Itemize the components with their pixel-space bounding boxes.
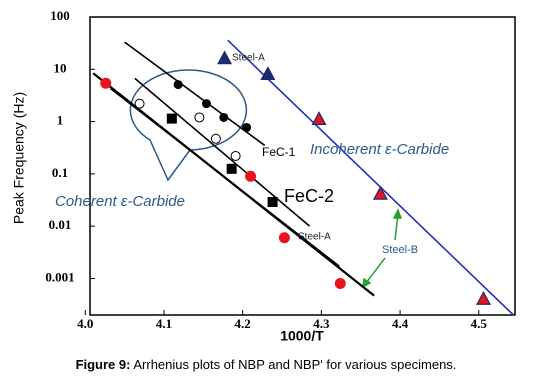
annotation: Steel-A: [298, 232, 331, 243]
y-tick-label: 1: [57, 113, 64, 128]
point: [194, 112, 205, 123]
fit-line: [227, 39, 514, 316]
point: [334, 278, 346, 290]
y-tick-label: 0.1: [52, 165, 68, 180]
bubble: [129, 69, 248, 182]
point: [476, 290, 492, 305]
point: [372, 185, 388, 200]
y-axis-label: Peak Frequency (Hz): [11, 92, 27, 224]
x-tick-label: 4.1: [156, 316, 172, 331]
point: [260, 66, 276, 80]
fit-line: [109, 87, 340, 268]
annotation: FeC-1: [262, 145, 296, 159]
arrows: [362, 208, 403, 289]
point: [311, 111, 327, 126]
x-tick-label: 4.2: [235, 316, 251, 331]
x-tick-label: 4.3: [313, 316, 330, 331]
point: [100, 77, 112, 89]
point: [201, 99, 211, 109]
x-axis-label: 1000/T: [280, 328, 324, 344]
annotation: Steel-A: [232, 53, 265, 64]
annotation: Incoherent ε-Carbide: [310, 141, 449, 158]
annotation: Steel-B: [382, 244, 418, 256]
point: [219, 112, 229, 122]
annotation: FeC-2: [284, 186, 334, 206]
y-tick-label: 100: [50, 8, 70, 23]
point: [267, 196, 278, 207]
plot-frame: [89, 16, 516, 316]
fit-line: [134, 77, 311, 227]
point: [278, 232, 290, 244]
point: [242, 123, 252, 133]
point: [173, 80, 183, 90]
annotation: Coherent ε-Carbide: [55, 193, 185, 210]
point: [134, 98, 145, 109]
x-tick-label: 4.0: [77, 316, 93, 331]
caption-text: Arrhenius plots of NBP and NBP' for vari…: [130, 357, 456, 372]
point: [210, 133, 221, 144]
point: [226, 163, 237, 174]
point: [245, 170, 257, 182]
caption-label: Figure 9:: [76, 357, 131, 372]
caption: Figure 9: Arrhenius plots of NBP and NBP…: [76, 357, 457, 372]
point: [217, 50, 233, 65]
point: [230, 150, 241, 161]
y-tick-label: 0.01: [49, 217, 72, 232]
y-tick-label: 10: [54, 60, 67, 75]
point: [166, 113, 177, 124]
fit-line: [124, 41, 266, 147]
x-tick-label: 4.4: [392, 316, 409, 331]
y-tick-label: 0.001: [45, 269, 74, 284]
x-tick-label: 4.5: [471, 316, 488, 331]
